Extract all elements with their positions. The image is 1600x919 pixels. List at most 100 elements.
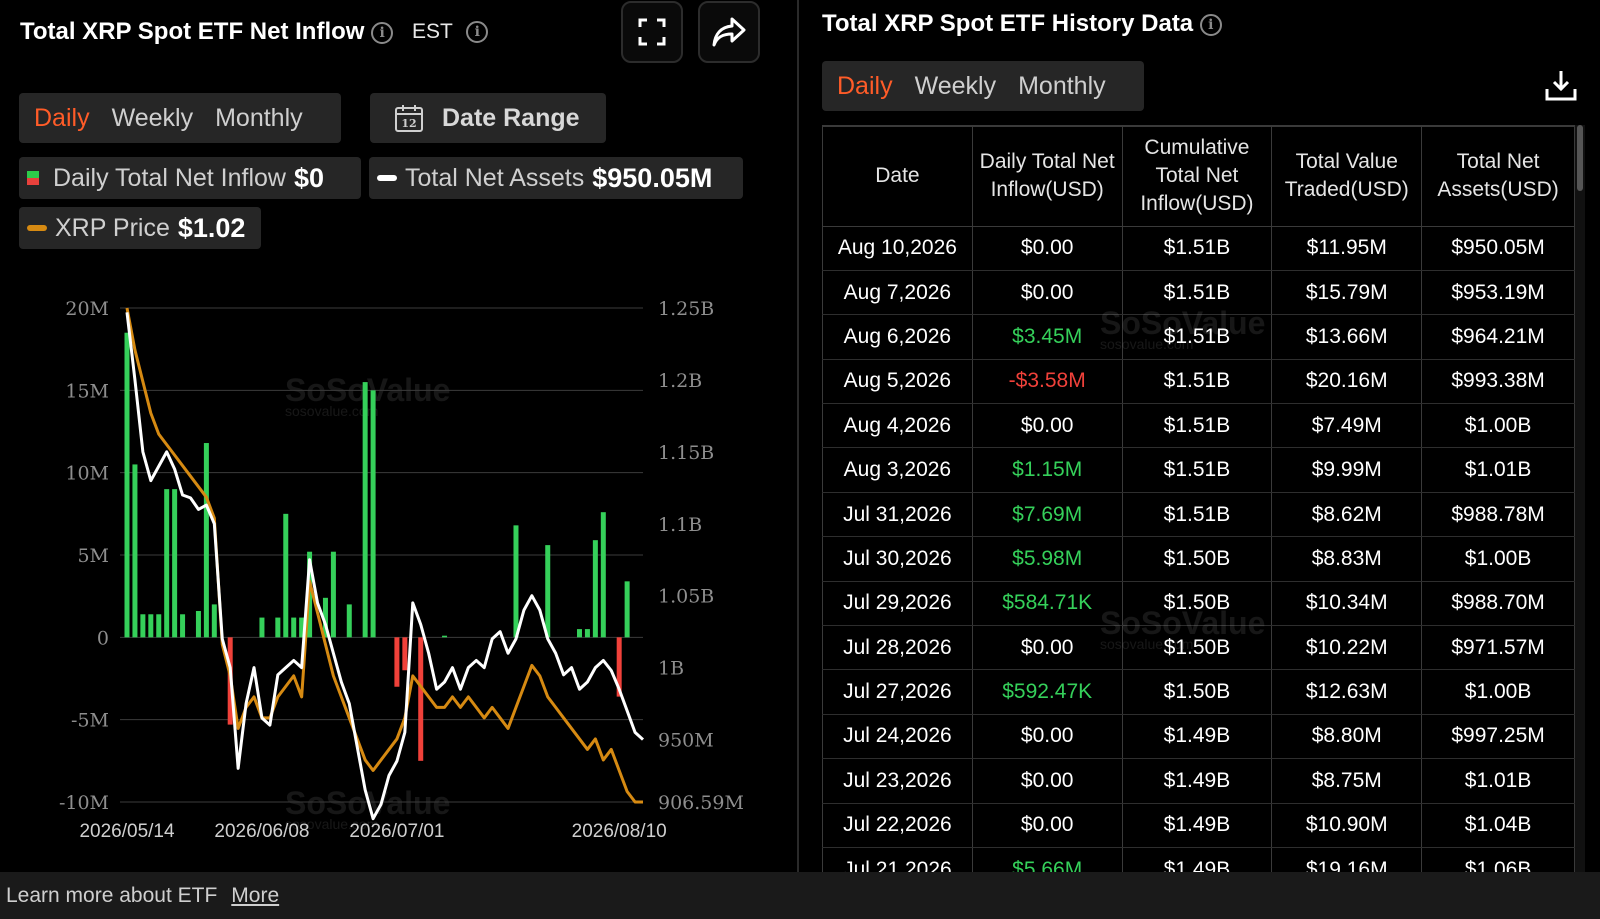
legend-assets-label: Total Net Assets [405, 163, 585, 192]
table-cell: $1.50B [1121, 580, 1273, 627]
table-cell: Jul 23,2026 [822, 758, 973, 804]
table-cell: $1.49B [1121, 846, 1273, 872]
legend-inflow[interactable]: Daily Total Net Inflow $0 [19, 157, 361, 199]
table-cell: $1.06B [1421, 846, 1575, 872]
tab-monthly[interactable]: Monthly [215, 103, 303, 132]
inflow-bar [195, 610, 201, 638]
right-tick-label: 1.1B [658, 514, 702, 536]
download-button[interactable] [1544, 68, 1578, 107]
inflow-bar [203, 443, 209, 638]
history-tab-weekly[interactable]: Weekly [914, 71, 997, 100]
table-cell: $8.75M [1271, 758, 1423, 804]
timezone-info-icon[interactable]: i [466, 21, 489, 44]
x-tick-label: 2026/06/08 [214, 821, 309, 842]
col-value-traded[interactable]: Total Value Traded(USD) [1271, 125, 1423, 227]
timezone-selector[interactable]: EST i [412, 20, 489, 44]
date-range-label: Date Range [442, 103, 580, 132]
inflow-bar [402, 637, 408, 671]
table-row[interactable]: Aug 7,2026 $0.00 $1.51B $15.79M $953.19M [822, 269, 1575, 316]
table-row[interactable]: Jul 27,2026 $592.47K $1.50B $12.63M $1.00B [822, 669, 1575, 715]
footer-text: Learn more about ETF [6, 883, 218, 907]
scrollbar-thumb[interactable] [1577, 125, 1583, 191]
inflow-bar [330, 551, 336, 638]
table-cell: $953.19M [1421, 269, 1575, 316]
inflow-bar [259, 617, 265, 638]
left-tick-label: 5M [77, 545, 109, 567]
inflow-bar [592, 540, 598, 638]
table-cell: $1.15M [971, 447, 1123, 493]
table-cell: $0.00 [971, 225, 1123, 271]
right-tick-label: 1.25B [658, 298, 714, 320]
inflow-bar [370, 390, 376, 638]
right-tick-label: 1B [658, 658, 684, 680]
x-tick-label: 2026/05/14 [79, 821, 175, 842]
watermark-domain: sosovalue.com [1100, 336, 1194, 352]
chart-lines [125, 307, 645, 821]
table-row[interactable]: Jul 21,2026 $5.66M $1.49B $19.16M $1.06B [822, 846, 1575, 872]
history-tab-daily[interactable]: Daily [837, 71, 893, 100]
inflow-bar [322, 597, 328, 638]
table-row[interactable]: Aug 4,2026 $0.00 $1.51B $7.49M $1.00B [822, 403, 1575, 449]
date-range-button[interactable]: 12 Date Range [370, 93, 606, 143]
history-info-icon[interactable]: i [1199, 13, 1222, 36]
table-row[interactable]: Jul 31,2026 $7.69M $1.51B $8.62M $988.78M [822, 491, 1575, 538]
table-cell: $1.01B [1421, 447, 1575, 493]
inflow-bar [418, 637, 424, 761]
table-watermark-bottom: SoSoValue sosovalue.com [1100, 605, 1265, 652]
table-row[interactable]: Jul 24,2026 $0.00 $1.49B $8.80M $997.25M [822, 713, 1575, 760]
inflow-bar [624, 581, 630, 638]
table-watermark-top: SoSoValue sosovalue.com [1100, 305, 1265, 352]
table-row[interactable]: Jul 30,2026 $5.98M $1.50B $8.83M $1.00B [822, 536, 1575, 582]
table-row[interactable]: Jul 28,2026 $0.00 $1.50B $10.22M $971.57M [822, 625, 1575, 671]
inflow-bar [148, 614, 154, 638]
table-cell: $997.25M [1421, 713, 1575, 760]
legend-price-label: XRP Price [55, 213, 170, 242]
table-cell: $1.04B [1421, 802, 1575, 848]
legend-price[interactable]: XRP Price $1.02 [19, 207, 261, 249]
calendar-day: 12 [401, 117, 416, 130]
table-row[interactable]: Jul 23,2026 $0.00 $1.49B $8.75M $1.01B [822, 758, 1575, 804]
table-scrollbar[interactable] [1575, 125, 1585, 872]
history-tab-monthly[interactable]: Monthly [1018, 71, 1106, 100]
table-cell: $12.63M [1271, 669, 1423, 715]
legend-assets[interactable]: Total Net Assets $950.05M [369, 157, 743, 199]
share-button[interactable] [698, 1, 760, 63]
fullscreen-button[interactable] [621, 1, 683, 63]
table-cell: $13.66M [1271, 314, 1423, 360]
inflow-bar [132, 464, 138, 638]
price-line [125, 307, 643, 804]
table-row[interactable]: Aug 3,2026 $1.15M $1.51B $9.99M $1.01B [822, 447, 1575, 493]
inflow-bar [164, 489, 170, 638]
inflow-bars [124, 332, 630, 761]
inflow-bar [211, 604, 217, 638]
table-body: Aug 10,2026 $0.00 $1.51B $11.95M $950.05M Aug… [822, 225, 1575, 872]
table-cell: $1.51B [1121, 491, 1273, 538]
left-tick-label: 10M [65, 463, 109, 485]
col-daily-inflow[interactable]: Daily Total Net Inflow(USD) [971, 125, 1123, 227]
col-cumulative-inflow[interactable]: Cumulative Total Net Inflow(USD) [1121, 125, 1273, 227]
table-cell: $993.38M [1421, 358, 1575, 405]
watermark-domain: sosovalue.com [285, 403, 379, 419]
table-cell: $971.57M [1421, 625, 1575, 671]
table-row[interactable]: Jul 29,2026 $584.71K $1.50B $10.34M $988.70M [822, 580, 1575, 627]
inflow-bar [394, 637, 400, 687]
inflow-bar [299, 617, 305, 638]
table-cell: $0.00 [971, 625, 1123, 671]
left-tick-label: 15M [65, 380, 109, 402]
tab-daily[interactable]: Daily [34, 103, 90, 132]
left-tick-label: -10M [59, 792, 109, 814]
info-icon[interactable]: i [371, 21, 394, 44]
inflow-bar [545, 545, 551, 638]
table-row[interactable]: Jul 22,2026 $0.00 $1.49B $10.90M $1.04B [822, 802, 1575, 848]
table-row[interactable]: Aug 10,2026 $0.00 $1.51B $11.95M $950.05M [822, 225, 1575, 271]
table-cell: $1.49B [1121, 758, 1273, 804]
table-row[interactable]: Aug 5,2026 -$3.58M $1.51B $20.16M $993.38M [822, 358, 1575, 405]
col-net-assets[interactable]: Total Net Assets(USD) [1421, 125, 1575, 227]
tab-weekly[interactable]: Weekly [111, 103, 194, 132]
col-date[interactable]: Date [822, 125, 973, 227]
more-link[interactable]: More [231, 883, 280, 907]
table-cell: $7.49M [1271, 403, 1423, 449]
legend-assets-value: $950.05M [592, 162, 713, 193]
table-cell: $964.21M [1421, 314, 1575, 360]
